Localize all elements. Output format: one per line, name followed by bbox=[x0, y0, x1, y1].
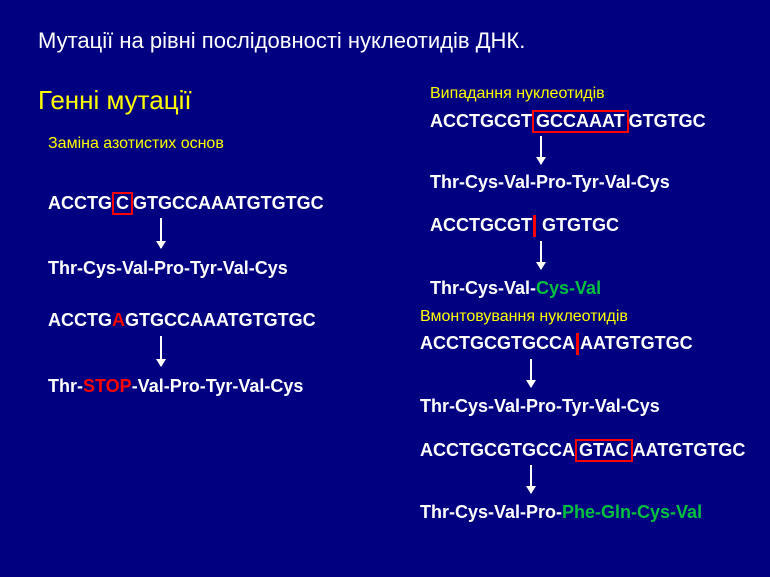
subst-seq1: ACCTGCGTGCCAAATGTGTGC bbox=[48, 192, 324, 215]
del-seq2: ACCTGCGT GTGTGC bbox=[430, 215, 619, 237]
subst-seq1-box: C bbox=[112, 192, 133, 215]
ins-seq2: ACCTGCGTGCCAGTACAATGTGTGC bbox=[420, 439, 745, 462]
ins-prot2: Thr-Cys-Val-Pro-Phe-Gln-Cys-Val bbox=[420, 502, 702, 523]
subst-prot1: Thr-Cys-Val-Pro-Tyr-Val-Cys bbox=[48, 258, 288, 279]
ins-seq1-caret bbox=[576, 333, 579, 355]
del-seq1-post: GTGTGC bbox=[629, 111, 706, 131]
slide-heading: Генні мутації bbox=[38, 85, 192, 116]
ins-seq1-pre: ACCTGCGTGCCA bbox=[420, 333, 575, 353]
subst-seq1-post: GTGCCAAATGTGTGC bbox=[133, 193, 324, 213]
ins-prot2-pre: Thr-Cys-Val-Pro- bbox=[420, 502, 562, 522]
ins-seq1-post: AATGTGTGC bbox=[580, 333, 693, 353]
subst-seq2-pre: ACCTG bbox=[48, 310, 112, 330]
arrow-icon bbox=[530, 465, 532, 493]
arrow-icon bbox=[540, 241, 542, 269]
ins-seq2-box: GTAC bbox=[575, 439, 633, 462]
del-prot2-pre: Thr-Cys-Val- bbox=[430, 278, 536, 298]
subst-seq2-post: GTGCCAAATGTGTGC bbox=[125, 310, 316, 330]
label-substitution: Заміна азотистих основ bbox=[48, 135, 224, 153]
ins-prot1: Thr-Cys-Val-Pro-Tyr-Val-Cys bbox=[420, 396, 660, 417]
subst-seq1-pre: ACCTG bbox=[48, 193, 112, 213]
del-seq2-caret bbox=[533, 215, 536, 237]
ins-seq2-pre: ACCTGCGTGCCA bbox=[420, 440, 575, 460]
subst-prot2: Thr-STOP-Val-Pro-Tyr-Val-Cys bbox=[48, 376, 303, 397]
subst-prot2-stop: STOP bbox=[83, 376, 132, 396]
del-seq2-post: GTGTGC bbox=[537, 215, 619, 235]
subst-seq2: ACCTGAGTGCCAAATGTGTGC bbox=[48, 310, 316, 331]
ins-prot2-new: Phe-Gln-Cys-Val bbox=[562, 502, 702, 522]
del-prot2: Thr-Cys-Val-Cys-Val bbox=[430, 278, 601, 299]
del-seq1-pre: ACCTGCGT bbox=[430, 111, 532, 131]
subst-prot2-post: -Val-Pro-Tyr-Val-Cys bbox=[132, 376, 304, 396]
ins-seq1: ACCTGCGTGCCAAATGTGTGC bbox=[420, 333, 693, 355]
arrow-icon bbox=[530, 359, 532, 387]
arrow-icon bbox=[160, 336, 162, 366]
ins-seq2-post: AATGTGTGC bbox=[633, 440, 746, 460]
subst-seq2-mut: A bbox=[112, 310, 125, 330]
del-seq2-pre: ACCTGCGT bbox=[430, 215, 532, 235]
subst-prot2-pre: Thr- bbox=[48, 376, 83, 396]
label-deletion: Випадання нуклеотидів bbox=[430, 85, 605, 103]
slide-title: Мутації на рівні послідовності нуклеотид… bbox=[38, 28, 525, 54]
arrow-icon bbox=[160, 218, 162, 248]
label-insertion: Вмонтовування нуклеотидів bbox=[420, 308, 628, 326]
del-prot1: Thr-Cys-Val-Pro-Tyr-Val-Cys bbox=[430, 172, 670, 193]
del-seq1: ACCTGCGTGCCAAATGTGTGC bbox=[430, 110, 706, 133]
arrow-icon bbox=[540, 136, 542, 164]
del-seq1-box: GCCAAAT bbox=[532, 110, 629, 133]
del-prot2-new: Cys-Val bbox=[536, 278, 601, 298]
